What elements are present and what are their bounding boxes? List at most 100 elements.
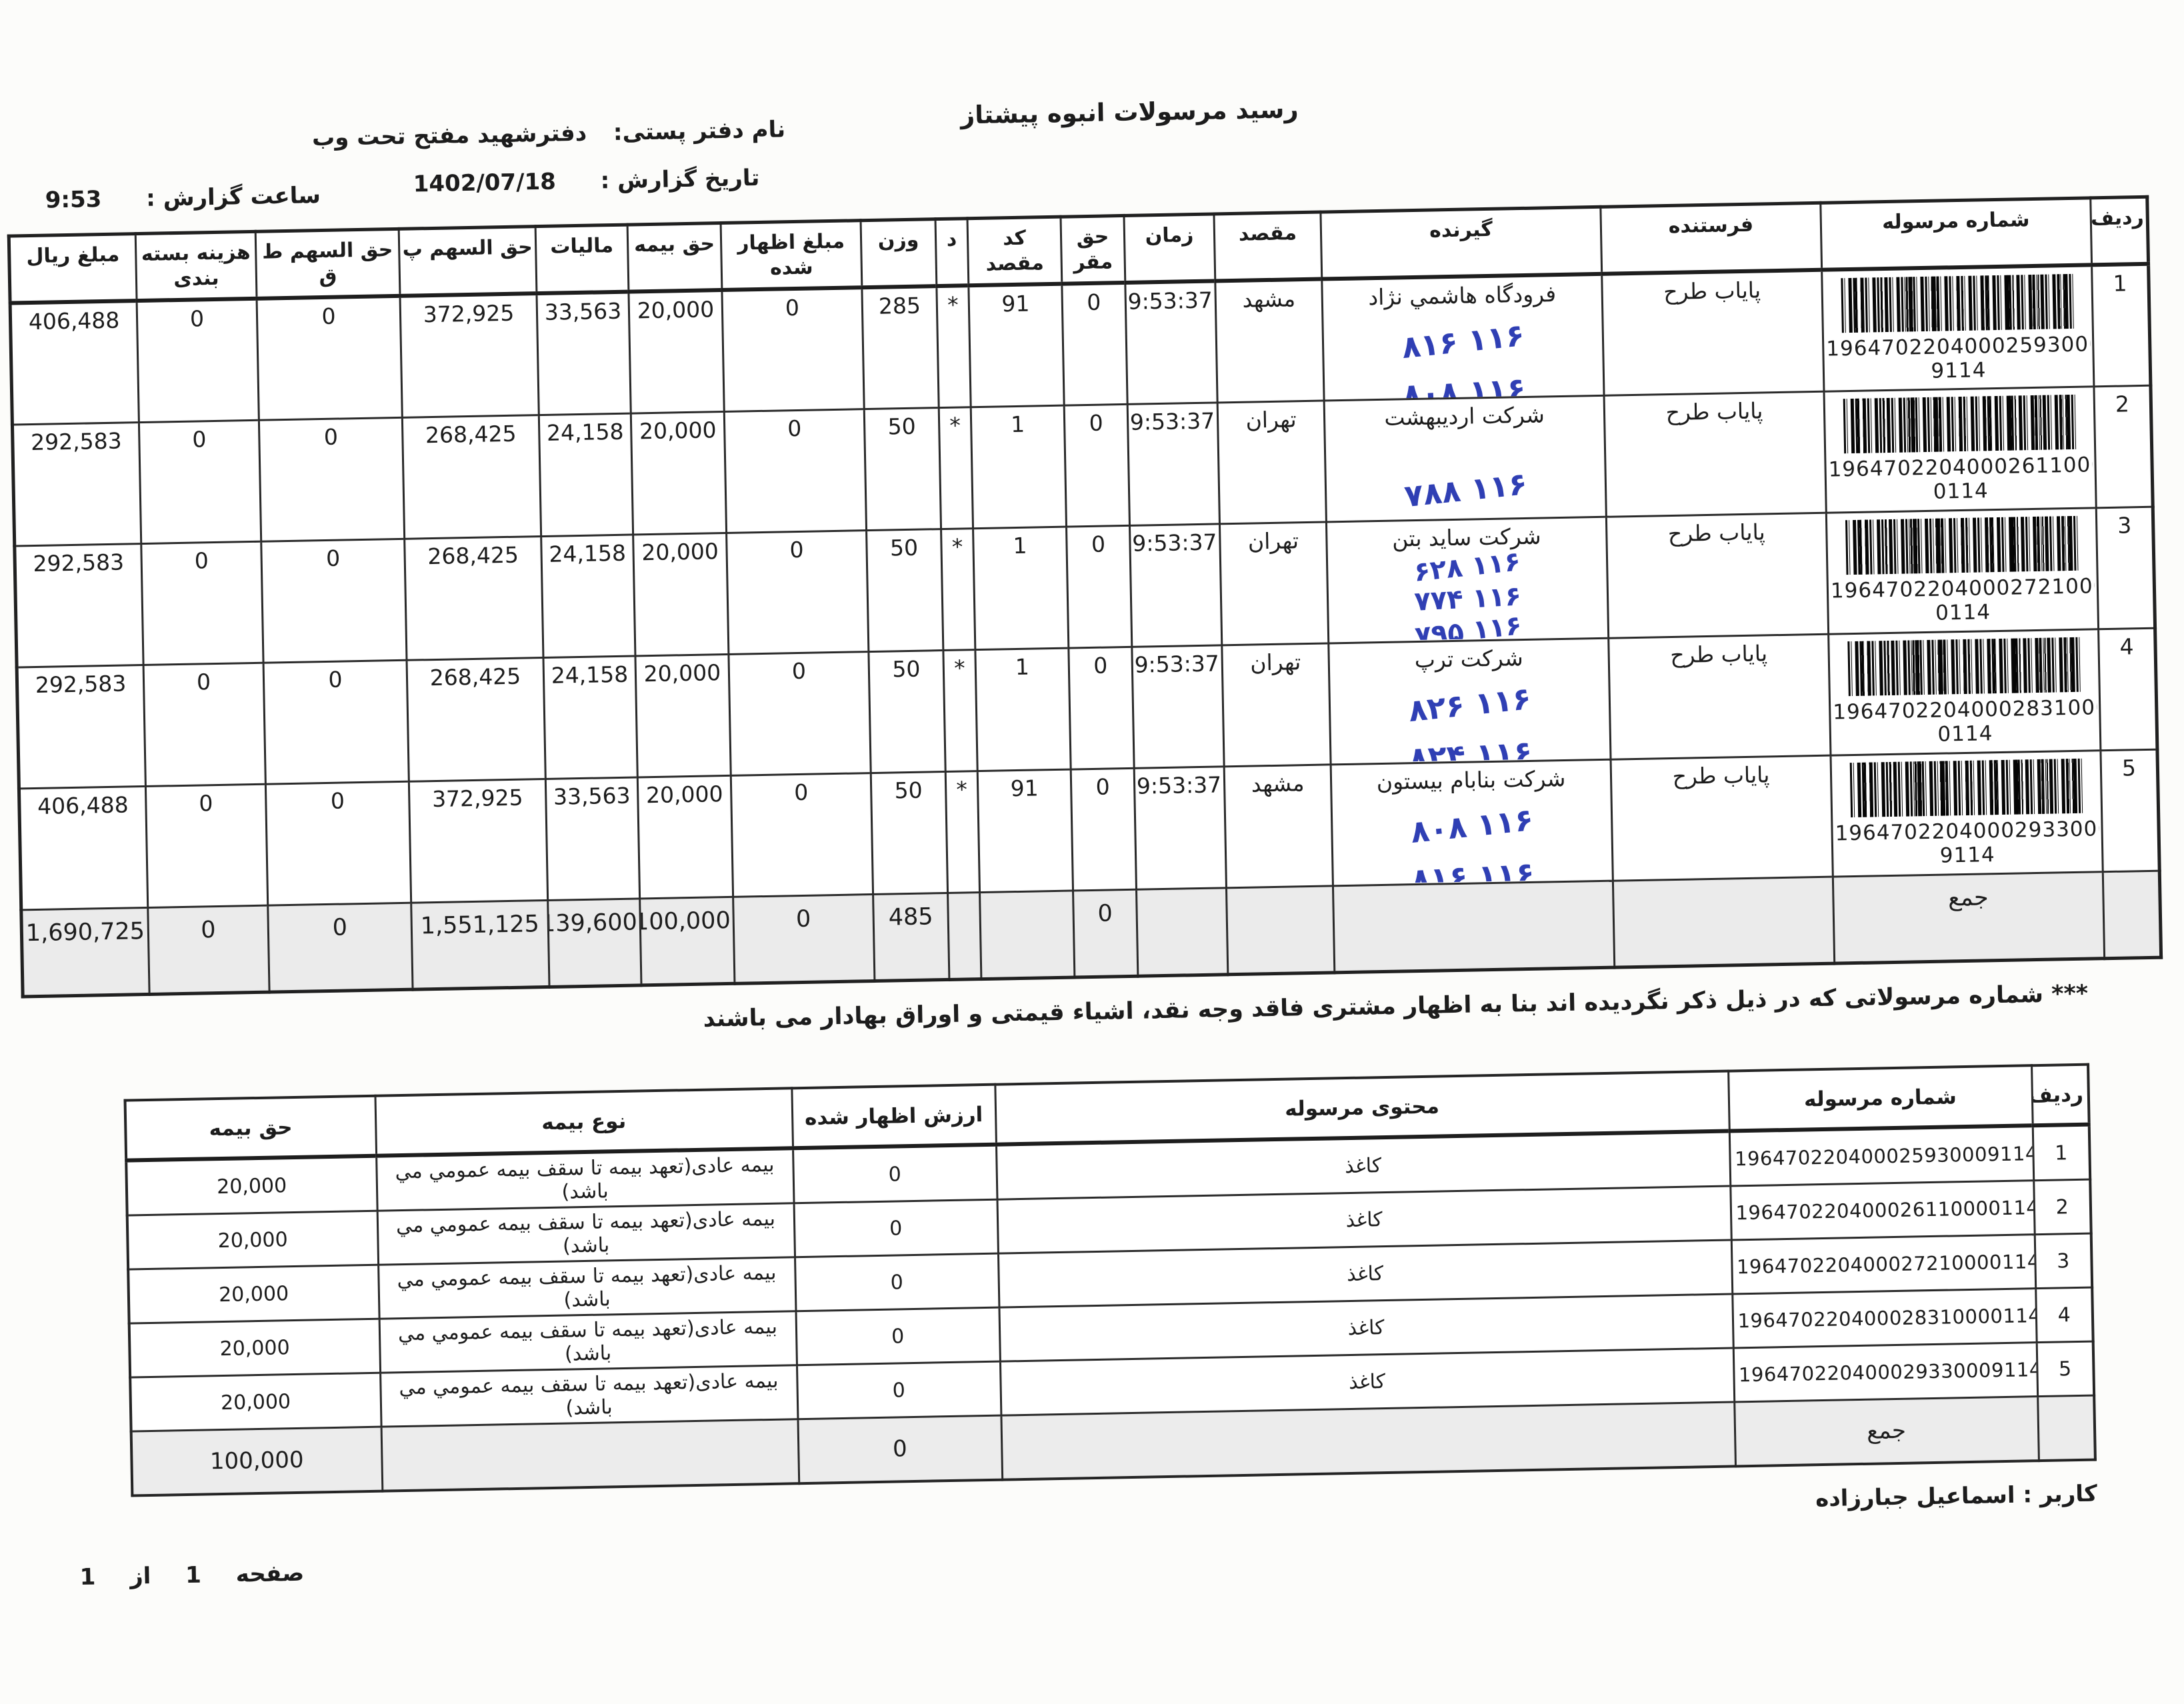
- cell-insurance-fee: 20,000: [128, 1265, 379, 1324]
- cell-sender: [1613, 876, 1835, 967]
- cell-declared-value: 0: [795, 1307, 1000, 1365]
- col-insurance-fee: حق بيمه: [125, 1095, 377, 1161]
- cell-share-tq: 0: [261, 538, 407, 663]
- cell-tax: 33,563: [536, 291, 631, 415]
- cell-insurance-fee: 20,000: [635, 653, 731, 777]
- cell-receiver: فرودگاه هاشمي نژاد ۱۱۶ ۸۱۶ ۱۱۶ ۸۰۸: [1321, 273, 1605, 401]
- cell-insurance-type: [381, 1419, 799, 1491]
- cell-shipment-number: 196470220400027210000114: [1731, 1234, 2036, 1294]
- cell-sender: پایاب طرح: [1604, 391, 1827, 517]
- cell-weight: 285: [861, 285, 939, 409]
- cell-shipment-number: 19647022040002593000 9114: [1821, 264, 2094, 391]
- cell-insurance-fee: 20,000: [633, 532, 729, 656]
- shipments-table: رديف شماره مرسوله فرستنده گيرنده مقصد زم…: [7, 195, 2163, 998]
- cell-destination: تهران: [1221, 643, 1331, 767]
- no-valuables-note: *** شماره مرسولاتی که در ذیل ذکر نگردیده…: [703, 980, 2089, 1033]
- cell-shipment-number: 19647022040002721000 0114: [1826, 507, 2099, 634]
- cell-declared-amount: 0: [728, 651, 871, 775]
- cell-insurance-fee: 20,000: [631, 411, 727, 535]
- cell-destination: [1226, 885, 1335, 975]
- page-number: 1: [185, 1561, 202, 1589]
- sum-base-fee: 0: [1073, 889, 1138, 977]
- cell-share-p: 372,925: [409, 778, 548, 903]
- cell-row-number: 1: [2091, 263, 2151, 387]
- col-receiver: گيرنده: [1320, 207, 1602, 279]
- cell-destination: تهران: [1217, 400, 1327, 524]
- cell-receiver: شرکت ساید بتن ۱۱۶ ۶۲۸ ۱۱۶ ۷۷۴ ۱۱۶ ۷۹۵: [1326, 516, 1609, 643]
- cell-destination-code: [979, 890, 1075, 979]
- cell-time: 09:53:37: [1134, 766, 1227, 889]
- cell-packing-cost: 0: [145, 783, 268, 907]
- sum-weight: 485: [873, 892, 949, 981]
- sum-insurance-fee: 100,000: [639, 896, 735, 985]
- col-destination: مقصد: [1213, 212, 1322, 281]
- cell-amount-rial: 406,488: [19, 785, 148, 910]
- cell-shipment-number: 196470220400029330009114: [1733, 1342, 2038, 1402]
- cell-row-number: 2: [2093, 385, 2153, 508]
- cell-declared-amount: 0: [724, 409, 867, 533]
- col-insurance-type: نوع بيمه: [375, 1088, 793, 1156]
- cell-share-p: 268,425: [402, 415, 541, 539]
- cell-sender: پایاب طرح: [1608, 633, 1831, 759]
- col-base-fee: حق مقر: [1060, 215, 1125, 284]
- cell-insurance-type: بيمه عادی(تعهد بيمه تا سقف بيمه عمومي مي…: [377, 1203, 795, 1265]
- cell-time: [1136, 887, 1228, 976]
- cell-destination: تهران: [1219, 521, 1329, 645]
- sum-declared-amount: 0: [733, 894, 875, 983]
- sum-label: جمع: [1734, 1396, 2039, 1466]
- sum-amount-rial: 1,690,725: [21, 907, 150, 997]
- cell-declared-value: 0: [793, 1144, 997, 1203]
- col-sender: فرستنده: [1600, 203, 1822, 274]
- barcode-image: [1849, 758, 2083, 817]
- cell-receiver: شرکت اردیبهشت ۱۱۶ ۷۸۸: [1324, 395, 1607, 522]
- cell-destination-code: 1: [973, 526, 1069, 650]
- cell-row-number: 1: [2032, 1124, 2091, 1181]
- cell-share-p: 268,425: [404, 536, 543, 660]
- cell-base-fee: 0: [1066, 525, 1132, 648]
- cell-packing-cost: 0: [137, 298, 259, 423]
- cell-insurance-fee: 20,000: [130, 1373, 381, 1432]
- cell-d: *: [945, 771, 980, 893]
- cell-row-number: 4: [2035, 1287, 2093, 1343]
- cell-d: *: [943, 649, 978, 771]
- report-date-label: تاریخ گزارش :: [600, 164, 760, 195]
- cell-weight: 50: [864, 407, 941, 531]
- cell-insurance-fee: 20,000: [637, 775, 733, 899]
- cell-row-number: 4: [2098, 627, 2157, 751]
- col-amount-rial: مبلغ ريال: [9, 233, 137, 303]
- col-destination-code: كد مقصد: [967, 217, 1062, 285]
- cell-shipment-number: 196470220400028310000114: [1732, 1288, 2037, 1348]
- col-row-number: رديف: [2031, 1064, 2089, 1126]
- col-time: زمان: [1123, 213, 1215, 283]
- cell-insurance-fee: 20,000: [126, 1155, 377, 1216]
- receiver-name: شرکت ترپ: [1414, 644, 1524, 673]
- cell-time: 09:53:37: [1129, 523, 1222, 647]
- cell-packing-cost: 0: [139, 419, 261, 544]
- cell-base-fee: 0: [1064, 403, 1130, 527]
- cell-destination: مشهد: [1224, 764, 1333, 888]
- cell-time: 09:53:37: [1127, 402, 1220, 525]
- sum-packing-cost: 0: [147, 905, 270, 994]
- shipment-number: 19647022040002593000 9114: [1825, 331, 2091, 383]
- cell-row-number: 5: [2036, 1341, 2095, 1397]
- cell-d: *: [941, 528, 975, 651]
- cell-receiver: [1333, 880, 1615, 973]
- cell-shipment-number: 19647022040002933000 9114: [1830, 750, 2103, 877]
- cell-insurance-type: بيمه عادی(تعهد بيمه تا سقف بيمه عمومي مي…: [379, 1311, 797, 1373]
- cell-share-p: 372,925: [399, 293, 539, 417]
- cell-insurance-type: بيمه عادی(تعهد بيمه تا سقف بيمه عمومي مي…: [376, 1148, 794, 1211]
- report-time-line: ساعت گزارش : 9:53: [45, 182, 321, 214]
- sum-insurance-fee: 100,000: [131, 1427, 383, 1496]
- col-weight: وزن: [861, 219, 937, 287]
- cell-row-number: [2103, 870, 2161, 959]
- cell-tax: 24,158: [543, 655, 638, 779]
- cell-base-fee: 0: [1068, 646, 1135, 769]
- col-declared-amount: مبلغ اظهار شده: [721, 220, 862, 290]
- receiver-name: فرودگاه هاشمي نژاد: [1368, 280, 1557, 310]
- col-insurance-fee: حق بيمه: [627, 223, 722, 292]
- cell-share-tq: 0: [257, 295, 403, 420]
- handwritten-note: ۱۱۶ ۸۰۸: [1401, 370, 1527, 399]
- cell-base-fee: 0: [1071, 767, 1137, 891]
- cell-shipment-number: 19647022040002611000 0114: [1823, 386, 2097, 513]
